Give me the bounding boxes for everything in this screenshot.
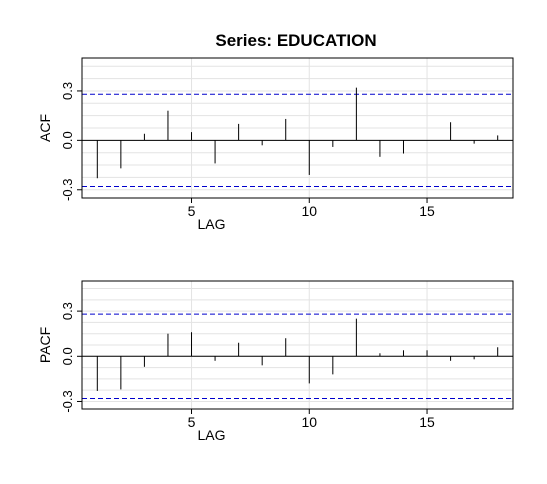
pacf-x-tick-label: 5 — [188, 414, 196, 430]
pacf-y-tick-label: -0.3 — [60, 390, 75, 412]
acf-plot-frame — [81, 57, 514, 199]
pacf-y-tick-label: 0.0 — [60, 347, 75, 365]
pacf-y-axis-label: PACF — [37, 327, 53, 363]
acf-y-axis-label: ACF — [37, 114, 53, 142]
pacf-x-tick-label: 10 — [301, 414, 317, 430]
pacf-plot-frame — [81, 280, 514, 410]
acf-y-tick-label: -0.3 — [60, 179, 75, 201]
acf-x-axis-label: LAG — [197, 216, 225, 232]
acf-x-tick-label: 15 — [419, 203, 435, 219]
acf-y-tick-label: 0.3 — [60, 82, 75, 100]
pacf-y-tick-label: 0.3 — [60, 302, 75, 320]
acf-panel: 5 10 15 LAG -0.3 0.0 0.3 ACF — [37, 57, 514, 232]
pacf-x-axis-label: LAG — [197, 427, 225, 443]
acf-y-tick-label: 0.0 — [60, 131, 75, 149]
pacf-panel: 5 10 15 LAG -0.3 0.0 0.3 PACF — [37, 280, 514, 443]
pacf-x-tick-label: 15 — [419, 414, 435, 430]
panels: 5 10 15 LAG -0.3 0.0 0.3 ACF 5 10 15 LAG -0.3 0.0 0.3 P… — [37, 57, 514, 443]
acf-x-tick-label: 5 — [188, 203, 196, 219]
acf-x-tick-label: 10 — [301, 203, 317, 219]
chart-title: Series: EDUCATION — [215, 31, 376, 50]
